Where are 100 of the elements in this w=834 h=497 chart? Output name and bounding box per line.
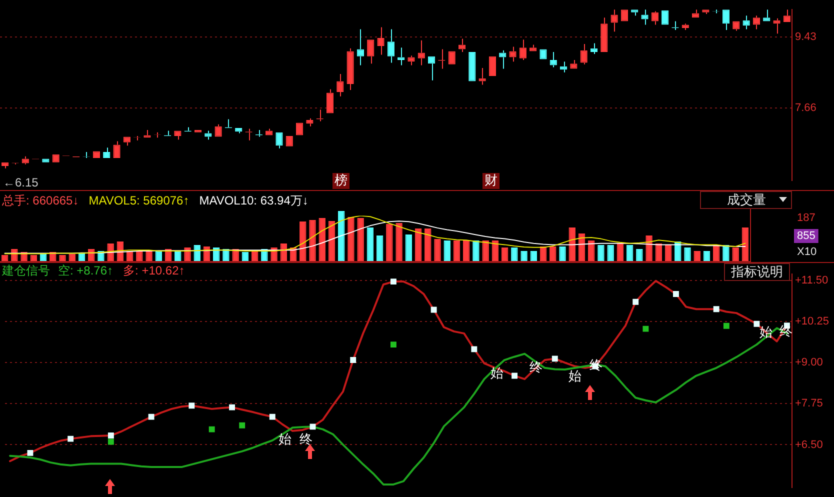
bar	[588, 240, 595, 261]
point	[27, 450, 34, 456]
bar	[664, 245, 672, 261]
annotation: 终	[590, 358, 602, 373]
point	[188, 402, 195, 409]
point	[723, 322, 730, 329]
point	[148, 414, 154, 420]
point	[632, 298, 639, 305]
bar	[636, 249, 643, 261]
point	[108, 438, 114, 445]
bar	[492, 240, 499, 261]
annotation: 指标说明	[731, 264, 783, 279]
bar	[540, 246, 547, 261]
bar	[222, 249, 230, 261]
annotation: 终	[300, 432, 312, 447]
bar	[386, 224, 393, 261]
candlestick	[296, 122, 304, 136]
text: 总手: 660665↓	[1, 193, 79, 208]
point	[208, 426, 215, 432]
y-tick-label: 9.43	[795, 31, 816, 44]
point	[108, 432, 114, 439]
text: MAVOL10: 63.94万↓	[199, 193, 308, 208]
bar	[655, 244, 662, 261]
y-tick-label: +7.75	[795, 398, 823, 410]
point	[310, 424, 316, 430]
candlestick	[763, 9, 770, 22]
point	[430, 306, 437, 313]
candlestick	[488, 56, 496, 76]
point	[68, 436, 74, 442]
point	[350, 357, 356, 363]
bar	[684, 248, 691, 261]
bar	[511, 248, 518, 261]
bar	[616, 244, 624, 261]
bar	[626, 245, 634, 261]
candlestick	[144, 130, 151, 138]
point	[713, 306, 720, 312]
point	[552, 356, 558, 362]
point	[229, 404, 235, 410]
candlestick	[306, 118, 314, 127]
annotation: 空: +8.76↑	[58, 263, 114, 278]
bar	[405, 234, 412, 261]
candlestick	[722, 10, 730, 30]
bar	[607, 245, 614, 261]
y-tick-label: 7.66	[795, 102, 816, 114]
text: 成交量	[727, 192, 766, 207]
bar	[674, 242, 682, 261]
point	[754, 320, 760, 327]
candlestick	[2, 162, 9, 169]
text: MAVOL5: 569076↑	[88, 193, 190, 208]
candlestick	[42, 158, 50, 162]
point	[471, 346, 478, 352]
point	[642, 326, 649, 332]
candlestick	[662, 10, 669, 25]
candlestick	[174, 130, 182, 140]
candlestick	[418, 40, 425, 66]
candlestick	[398, 47, 405, 66]
bar	[376, 236, 384, 261]
text: 855	[797, 230, 816, 242]
text: X10	[797, 246, 817, 258]
candlestick	[509, 46, 516, 62]
candlestick	[530, 44, 537, 52]
candlestick	[692, 9, 700, 18]
y-tick-label: +9.00	[795, 356, 823, 369]
candlestick	[52, 154, 60, 162]
candlestick	[590, 42, 598, 54]
bar	[501, 248, 508, 261]
bar	[472, 240, 480, 261]
bar	[742, 228, 749, 261]
y-tick-label: +11.50	[795, 274, 828, 287]
point	[239, 422, 246, 428]
bar	[309, 220, 316, 261]
bar	[598, 245, 604, 261]
bar	[646, 236, 652, 261]
candlestick	[448, 51, 456, 64]
y-tick-label: +6.50	[795, 438, 823, 451]
candlestick	[113, 140, 120, 158]
bar	[434, 239, 441, 261]
annotation: 始	[278, 432, 292, 447]
candlestick	[367, 40, 374, 64]
bar	[338, 211, 345, 261]
point	[672, 291, 679, 297]
candlestick	[346, 48, 354, 90]
candlestick	[276, 132, 283, 149]
candlestick	[468, 52, 476, 82]
y-tick-label: +10.25	[795, 316, 829, 328]
candlestick	[742, 15, 750, 30]
candlestick	[326, 88, 334, 114]
annotation: ←6.15	[3, 175, 39, 190]
bar	[712, 245, 720, 261]
bar	[732, 248, 739, 261]
candlestick	[408, 55, 415, 66]
candlestick	[783, 9, 790, 22]
candlestick	[570, 60, 578, 69]
bar	[328, 221, 336, 261]
bar	[366, 228, 374, 261]
bar	[462, 240, 470, 261]
bar	[444, 240, 450, 261]
candlestick	[428, 56, 436, 81]
chart-title: 建仓信号	[1, 263, 50, 278]
bar	[348, 217, 354, 261]
